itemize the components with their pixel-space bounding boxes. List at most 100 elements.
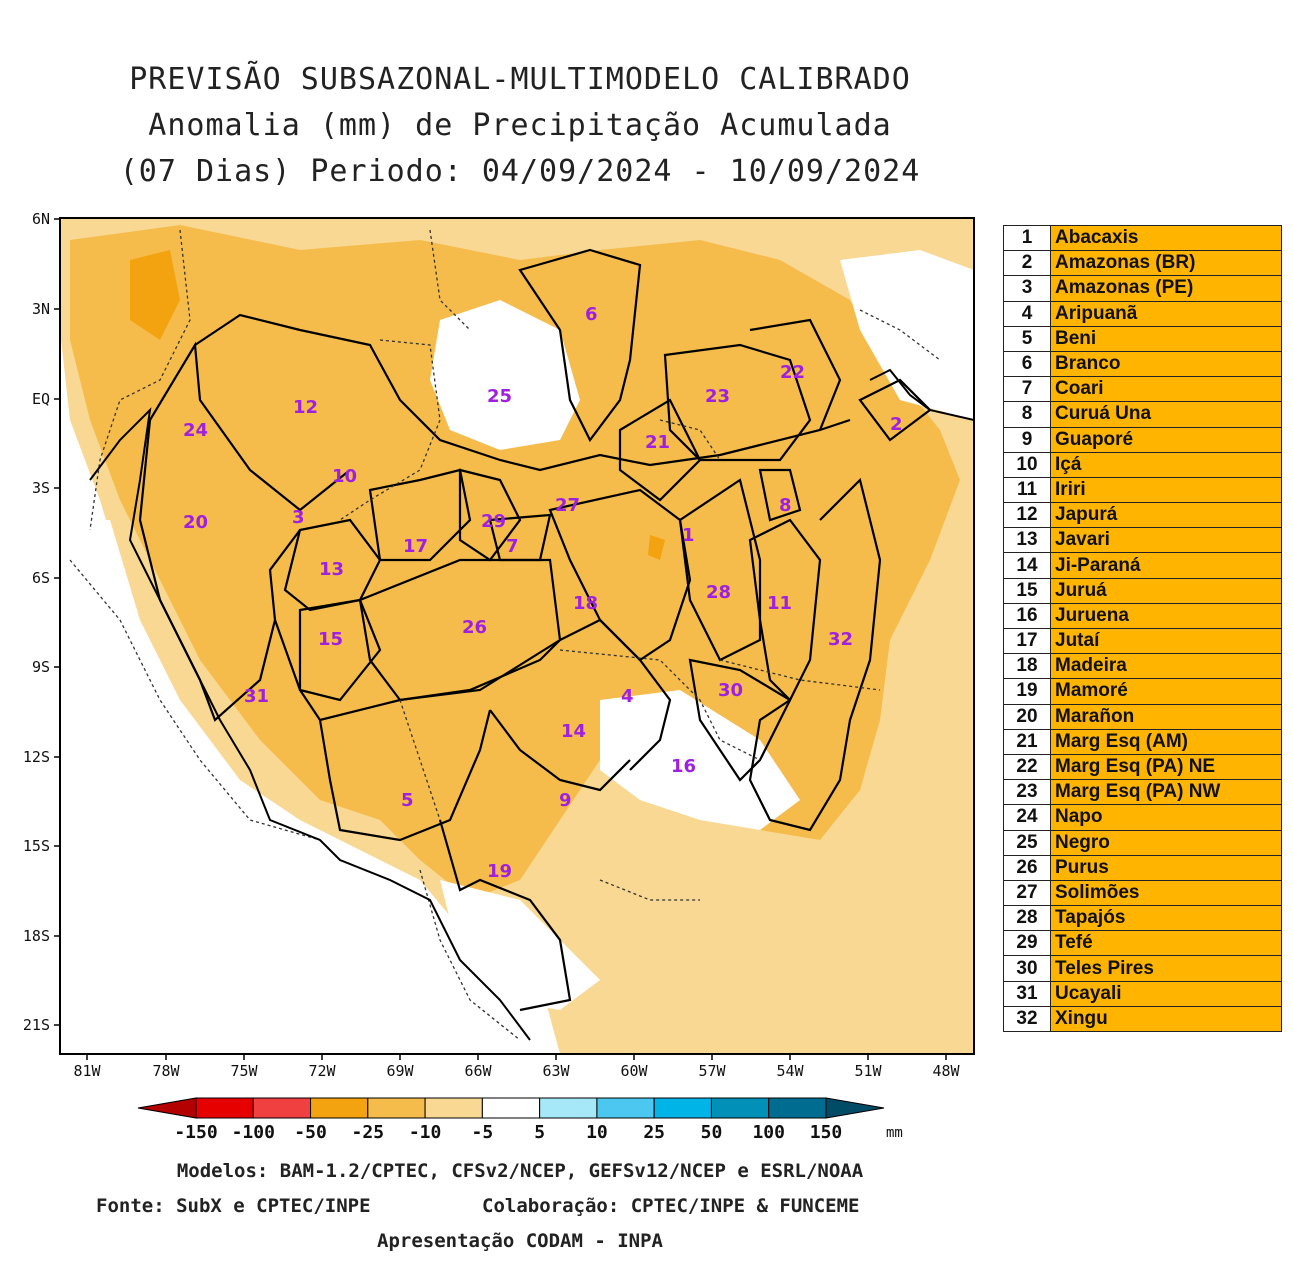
map-label-16: 16 — [671, 756, 696, 777]
map-label-5: 5 — [401, 790, 414, 811]
latitude-ticks — [54, 218, 60, 1026]
legend-basin-name: Purus — [1050, 854, 1282, 881]
map-label-13: 13 — [319, 559, 344, 580]
legend-row: 23 Marg Esq (PA) NW — [1003, 779, 1282, 806]
map-label-24: 24 — [183, 420, 208, 441]
colorbar-swatch — [481, 1097, 541, 1119]
legend-basin-name: Içá — [1050, 451, 1282, 478]
legend-basin-number: 9 — [1003, 426, 1051, 453]
legend-basin-name: Tapajós — [1050, 905, 1282, 932]
longitude-axis: 81W 78W 75W 72W 69W 66W 63W 60W 57W 54W … — [73, 1062, 960, 1080]
colorbar-arrow-right — [825, 1097, 885, 1119]
legend-basin-name: Aripuanã — [1050, 300, 1282, 327]
legend-basin-number: 12 — [1003, 502, 1051, 529]
legend-basin-name: Amazonas (PE) — [1050, 275, 1282, 302]
legend-row: 10 Içá — [1003, 451, 1282, 478]
map-label-30: 30 — [718, 680, 743, 701]
map-title-line-2: Anomalia (mm) de Precipitação Acumulada — [148, 108, 892, 143]
legend-basin-number: 11 — [1003, 476, 1051, 504]
map-label-21: 21 — [645, 432, 670, 453]
legend-basin-number: 19 — [1003, 678, 1051, 705]
legend-row: 13 Javari — [1003, 527, 1282, 554]
lon-label: 69W — [386, 1062, 414, 1080]
map-label-27: 27 — [555, 495, 580, 516]
colorbar-swatch — [710, 1097, 770, 1119]
map-title-line-1: PREVISÃO SUBSAZONAL-MULTIMODELO CALIBRAD… — [129, 62, 911, 97]
colorbar-swatch — [653, 1097, 712, 1119]
colorbar-swatch — [768, 1097, 827, 1119]
legend-basin-name: Javari — [1050, 527, 1282, 554]
colorbar-swatch — [195, 1097, 254, 1119]
legend-basin-name: Solimões — [1050, 879, 1282, 907]
map-label-6: 6 — [585, 304, 598, 325]
map-label-18: 18 — [573, 593, 598, 614]
map-label-26: 26 — [462, 617, 487, 638]
legend-row: 30 Teles Pires — [1003, 955, 1282, 982]
colorbar-label: 25 — [643, 1122, 665, 1143]
map-label-4: 4 — [621, 686, 634, 707]
legend-basin-name: Iriri — [1050, 476, 1282, 504]
map-label-8: 8 — [779, 495, 792, 516]
map-label-32: 32 — [828, 629, 853, 650]
colorbar-label: -100 — [232, 1122, 275, 1143]
colorbar-label: 5 — [534, 1122, 545, 1143]
map-label-15: 15 — [318, 629, 343, 650]
legend-basin-name: Ucayali — [1050, 980, 1282, 1007]
legend-basin-number: 17 — [1003, 627, 1051, 655]
credits-source: Fonte: SubX e CPTEC/INPE — [96, 1195, 371, 1217]
credits-collaboration: Colaboração: CPTEC/INPE & FUNCEME — [482, 1195, 860, 1217]
colorbar-swatch — [367, 1097, 426, 1119]
legend-basin-name: Guaporé — [1050, 426, 1282, 453]
lon-label: 57W — [698, 1062, 726, 1080]
legend-basin-name: Xingu — [1050, 1005, 1282, 1033]
lat-label: 3S — [32, 479, 50, 497]
legend-basin-number: 31 — [1003, 980, 1051, 1007]
legend-basin-number: 8 — [1003, 401, 1051, 428]
colorbar-label: 100 — [752, 1122, 785, 1143]
colorbar-label: 10 — [586, 1122, 608, 1143]
legend-basin-name: Mamoré — [1050, 678, 1282, 705]
lat-label: 9S — [32, 658, 50, 676]
legend-basin-number: 21 — [1003, 728, 1051, 755]
legend-basin-name: Branco — [1050, 350, 1282, 378]
legend-basin-number: 30 — [1003, 955, 1051, 982]
colorbar-swatch — [539, 1097, 598, 1119]
legend-basin-name: Juruá — [1050, 577, 1282, 604]
latitude-axis: 6N 3N EQ 3S 6S 9S 12S 15S 18S 21S — [23, 210, 50, 1034]
lat-label: 12S — [23, 748, 50, 766]
legend-row: 29 Tefé — [1003, 930, 1282, 957]
map-label-2: 2 — [890, 414, 903, 435]
lon-label: 63W — [542, 1062, 570, 1080]
legend-row: 11 Iriri — [1003, 476, 1282, 504]
legend-basin-number: 16 — [1003, 602, 1051, 630]
legend-row: 19 Mamoré — [1003, 678, 1282, 705]
legend-basin-number: 3 — [1003, 275, 1051, 302]
legend-row: 6 Branco — [1003, 350, 1282, 378]
colorbar-label: -150 — [174, 1122, 217, 1143]
map-label-3: 3 — [292, 507, 305, 528]
legend-basin-name: Japurá — [1050, 502, 1282, 529]
legend-row: 17 Jutaí — [1003, 627, 1282, 655]
legend-basin-number: 27 — [1003, 879, 1051, 907]
legend-basin-name: Curuá Una — [1050, 401, 1282, 428]
anomaly-shading — [60, 218, 974, 1054]
coastline — [89, 368, 974, 1041]
legend-basin-number: 4 — [1003, 300, 1051, 327]
legend-basin-number: 13 — [1003, 527, 1051, 554]
legend-basin-name: Tefé — [1050, 930, 1282, 957]
legend-basin-name: Jutaí — [1050, 627, 1282, 655]
legend-basin-number: 24 — [1003, 804, 1051, 831]
colorbar-swatch — [424, 1097, 483, 1119]
map-label-11: 11 — [767, 593, 792, 614]
colorbar-swatch — [252, 1097, 312, 1119]
lon-label: 78W — [152, 1062, 180, 1080]
legend-row: 20 Marañon — [1003, 703, 1282, 730]
credits-models: Modelos: BAM-1.2/CPTEC, CFSv2/NCEP, GEFS… — [176, 1160, 864, 1182]
longitude-ticks — [86, 1054, 947, 1060]
map-label-29: 29 — [481, 511, 506, 532]
legend-row: 28 Tapajós — [1003, 905, 1282, 932]
legend-basin-name: Marg Esq (PA) NW — [1050, 779, 1282, 806]
map-label-10: 10 — [332, 466, 357, 487]
map-label-19: 19 — [487, 861, 512, 882]
lat-label: 21S — [23, 1016, 50, 1034]
